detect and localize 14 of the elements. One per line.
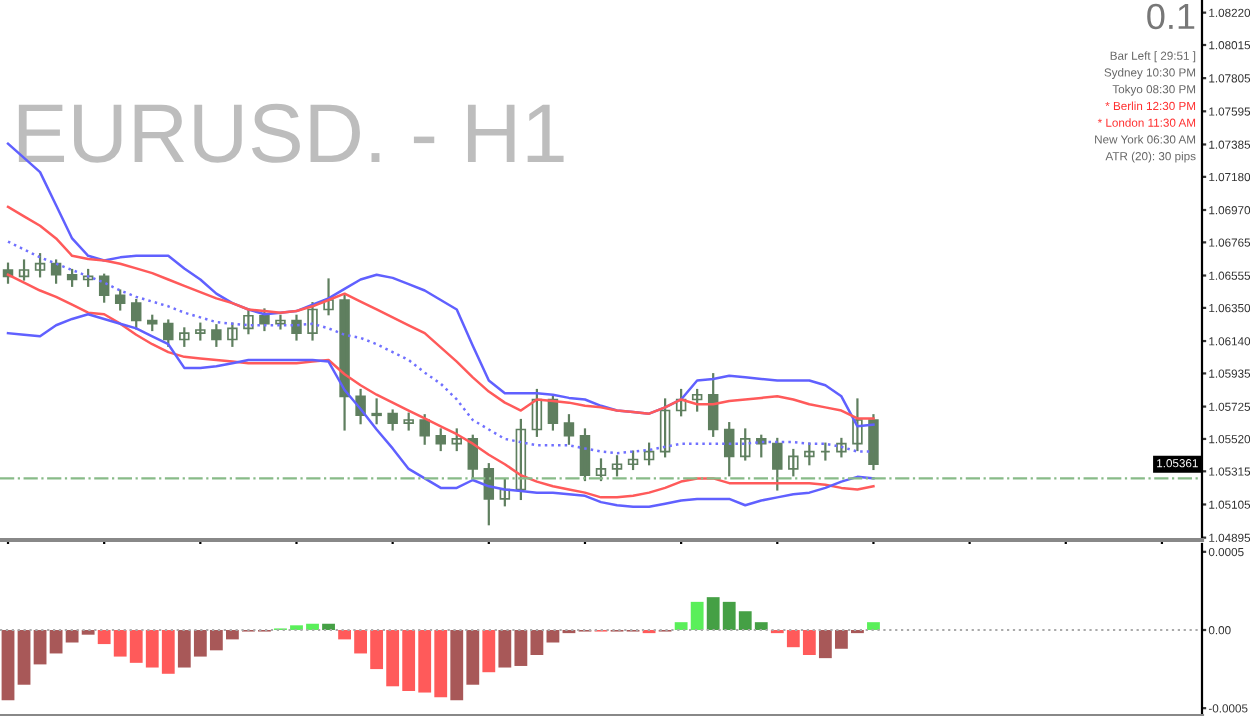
candlestick	[788, 448, 799, 477]
candlestick	[435, 428, 446, 452]
bar	[17, 630, 31, 685]
bar	[546, 630, 560, 643]
bar	[322, 623, 335, 630]
annotation: 0.1	[1147, 3, 1195, 30]
candlestick	[403, 412, 414, 431]
bar	[33, 630, 47, 665]
text: EURUSD. - H1	[18, 103, 564, 163]
bar	[867, 622, 880, 630]
bar	[1, 630, 15, 701]
line-series	[6, 312, 875, 509]
candlestick	[195, 322, 206, 341]
bar	[482, 630, 496, 673]
